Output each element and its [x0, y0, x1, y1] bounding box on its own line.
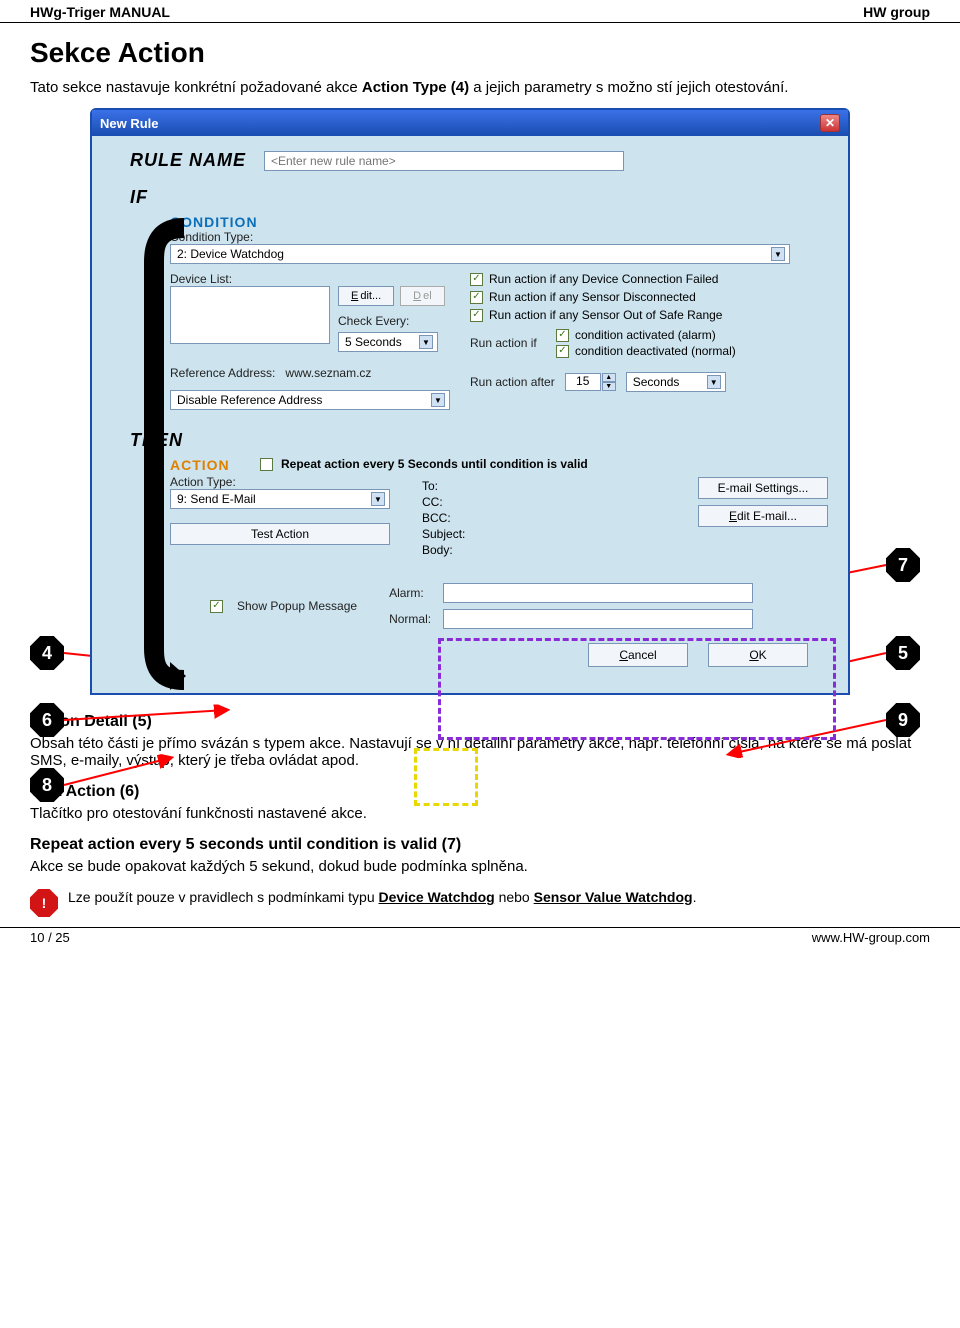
highlight-alarm-normal — [414, 748, 478, 806]
email-settings-button[interactable]: E-mail Settings... — [698, 477, 828, 499]
page-footer: 10 / 25 www.HW-group.com — [0, 927, 960, 955]
condition-type-label: Condition Type: — [170, 230, 828, 244]
chevron-down-icon: ▼ — [419, 335, 433, 349]
action-header: ACTION — [170, 457, 230, 473]
highlight-email-detail — [438, 638, 836, 740]
chevron-down-icon: ▼ — [371, 492, 385, 506]
chevron-down-icon: ▼ — [707, 375, 721, 389]
run-action-if-label: Run action if — [470, 336, 538, 350]
normal-input[interactable] — [443, 609, 753, 629]
test-action-button[interactable]: Test Action — [170, 523, 390, 545]
chevron-down-icon: ▼ — [771, 247, 785, 261]
header-left: HWg-Triger MANUAL — [30, 4, 170, 20]
ref-addr-label: Reference Address: — [170, 366, 275, 380]
chk-conn-failed[interactable] — [470, 273, 483, 286]
del-device-button[interactable]: Del — [400, 286, 445, 306]
new-rule-dialog: New Rule ✕ RULE NAME IF CONDITION Condit… — [90, 108, 850, 695]
close-icon[interactable]: ✕ — [820, 114, 840, 132]
action-type-label: Action Type: — [170, 475, 400, 489]
then-label: THEN — [130, 430, 828, 451]
chk-cond-deactivated[interactable] — [556, 345, 569, 358]
email-fields: To: CC: BCC: Subject: Body: — [416, 475, 471, 561]
device-list[interactable] — [170, 286, 330, 344]
action-type-dropdown[interactable]: 9: Send E-Mail ▼ — [170, 489, 390, 509]
edit-device-button[interactable]: EEdit...dit... — [338, 286, 394, 306]
footer-right: www.HW-group.com — [812, 930, 930, 945]
chk-show-popup[interactable] — [210, 600, 223, 613]
disable-ref-dropdown[interactable]: Disable Reference Address ▼ — [170, 390, 450, 410]
chk-repeat-action[interactable] — [260, 458, 273, 471]
spinner-up-icon[interactable]: ▲ — [602, 373, 616, 382]
run-after-spinner[interactable]: 15 ▲▼ — [565, 373, 616, 391]
run-after-label: Run action after — [470, 375, 555, 389]
chevron-down-icon: ▼ — [431, 393, 445, 407]
footer-left: 10 / 25 — [30, 930, 70, 945]
header-right: HW group — [863, 4, 930, 20]
show-popup-label: Show Popup Message — [237, 599, 357, 613]
chk-sensor-disc[interactable] — [470, 291, 483, 304]
page-title: Sekce Action — [30, 37, 930, 69]
normal-label: Normal: — [389, 612, 433, 626]
chk-outofrange[interactable] — [470, 309, 483, 322]
edit-email-button[interactable]: Edit E-mail... — [698, 505, 828, 527]
device-list-label: Device List: — [170, 272, 450, 286]
rule-name-input[interactable] — [264, 151, 624, 171]
intro-text: Tato sekce nastavuje konkrétní požadovan… — [30, 79, 930, 96]
rule-name-label: RULE NAME — [130, 150, 246, 171]
spinner-down-icon[interactable]: ▼ — [602, 382, 616, 391]
condition-header: CONDITION — [170, 214, 828, 230]
check-every-label: Check Every: — [338, 314, 445, 328]
alarm-label: Alarm: — [389, 586, 433, 600]
dialog-titlebar: New Rule ✕ — [92, 110, 848, 136]
repeat-label: Repeat action every 5 Seconds until cond… — [281, 457, 588, 471]
warning-icon: ! — [30, 889, 58, 917]
check-every-dropdown[interactable]: 5 Seconds ▼ — [338, 332, 438, 352]
chk-cond-activated[interactable] — [556, 329, 569, 342]
warning-text: Lze použít pouze v pravidlech s podmínka… — [68, 889, 696, 905]
condition-type-dropdown[interactable]: 2: Device Watchdog ▼ — [170, 244, 790, 264]
dialog-title: New Rule — [100, 116, 159, 131]
if-label: IF — [130, 187, 828, 208]
alarm-input[interactable] — [443, 583, 753, 603]
ref-addr-value: www.seznam.cz — [285, 366, 371, 380]
page-header: HWg-Triger MANUAL HW group — [0, 0, 960, 23]
run-after-unit-dropdown[interactable]: Seconds ▼ — [626, 372, 726, 392]
